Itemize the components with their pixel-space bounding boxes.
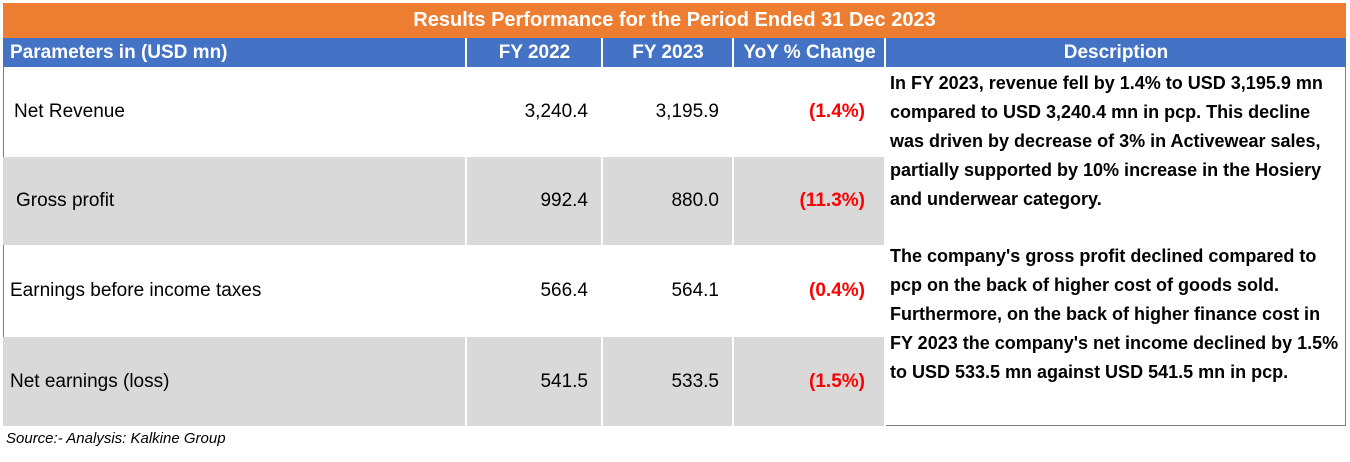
header-fy2022: FY 2022: [467, 38, 602, 67]
row-fy2022-value: 541.5: [467, 337, 602, 426]
column-divider: [884, 38, 886, 426]
column-divider: [465, 38, 467, 426]
header-yoy: YoY % Change: [734, 38, 885, 67]
row-yoy-value: (1.4%): [809, 101, 865, 122]
column-divider: [601, 38, 603, 426]
row-fy2022-value: 992.4: [467, 157, 602, 245]
column-divider: [732, 38, 734, 426]
header-parameters: Parameters in (USD mn): [3, 38, 466, 67]
row-fy2023-value: 533.5: [603, 337, 733, 426]
row-label: Earnings before income taxes: [10, 280, 262, 301]
row-label: Net earnings (loss): [3, 337, 466, 426]
description-profit: The company's gross profit declined comp…: [890, 246, 1339, 382]
row-fy2023-value: 564.1: [671, 280, 719, 301]
row-fy2022-value: 3,240.4: [524, 101, 588, 122]
table-title: Results Performance for the Period Ended…: [3, 3, 1346, 38]
row-yoy-value: (1.5%): [734, 337, 885, 426]
row-fy2023-value: 880.0: [603, 157, 733, 245]
row-yoy-value: (0.4%): [809, 280, 865, 301]
description-revenue: In FY 2023, revenue fell by 1.4% to USD …: [890, 73, 1323, 209]
header-fy2023: FY 2023: [603, 38, 733, 67]
row-fy2023-value: 3,195.9: [655, 101, 719, 122]
source-note: Source:- Analysis: Kalkine Group: [6, 430, 226, 447]
row-label: Gross profit: [3, 157, 466, 245]
header-description: Description: [886, 38, 1346, 67]
row-fy2022-value: 566.4: [540, 280, 588, 301]
row-yoy-value: (11.3%): [734, 157, 885, 245]
row-label: Net Revenue: [14, 101, 125, 122]
